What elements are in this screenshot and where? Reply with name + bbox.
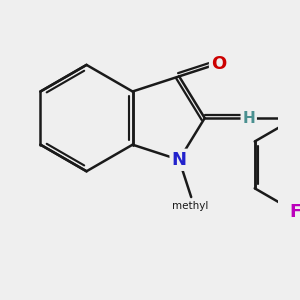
- Text: O: O: [211, 55, 226, 73]
- Text: H: H: [242, 111, 255, 126]
- Text: N: N: [172, 151, 187, 169]
- Text: F: F: [289, 203, 300, 221]
- Text: methyl: methyl: [172, 201, 209, 211]
